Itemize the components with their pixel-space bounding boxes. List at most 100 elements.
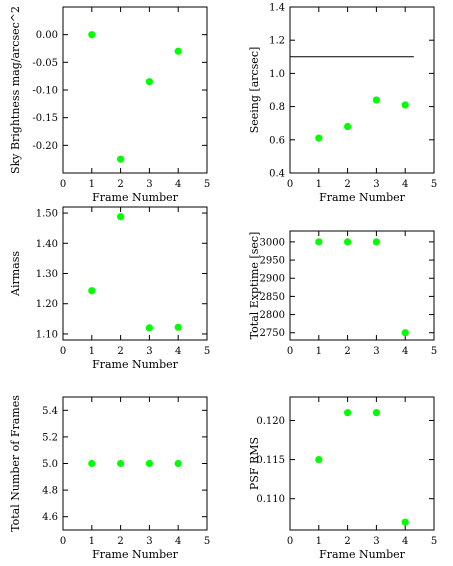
y-tick-label: 0.00 xyxy=(36,30,58,41)
y-tick-label: 5.4 xyxy=(42,406,58,417)
y-tick-label: 1.4 xyxy=(269,3,285,14)
data-point xyxy=(401,329,409,337)
y-tick-label: 2850 xyxy=(260,292,285,303)
x-tick-label: 3 xyxy=(146,179,152,190)
data-point xyxy=(174,47,182,55)
x-axis-label: Frame Number xyxy=(319,191,406,204)
x-tick-label: 5 xyxy=(431,179,437,190)
y-axis-label: Total Number of Frames xyxy=(9,395,22,532)
y-tick-label: 4.8 xyxy=(42,486,58,497)
plot-frame xyxy=(62,206,208,341)
data-point xyxy=(344,409,352,417)
data-point xyxy=(174,459,182,468)
x-tick-label: 1 xyxy=(316,179,322,190)
x-axis-label: Frame Number xyxy=(92,358,179,371)
plot-frame xyxy=(289,6,435,174)
x-tick-label: 3 xyxy=(373,179,379,190)
x-tick-label: 2 xyxy=(344,346,350,357)
data-point xyxy=(145,324,153,332)
x-tick-label: 0 xyxy=(287,536,293,547)
x-tick-label: 0 xyxy=(60,179,66,190)
y-tick-label: 1.30 xyxy=(36,269,58,280)
y-tick-label: -0.10 xyxy=(32,86,58,97)
y-axis-label: Seeing [arcsec] xyxy=(248,47,261,134)
y-tick-label: 1.50 xyxy=(36,209,58,220)
data-point xyxy=(88,287,96,295)
x-tick-label: 0 xyxy=(60,346,66,357)
y-tick-label: 1.10 xyxy=(36,329,58,340)
y-tick-label: 0.120 xyxy=(256,416,285,427)
y-tick-label: -0.15 xyxy=(32,113,58,124)
panel-5: 0 1 2 3 4 5 4.6 4.8 5.0 5.2 5.4 Frame Number Total N… xyxy=(9,395,210,561)
y-tick-label: 5.0 xyxy=(42,459,58,470)
plot-frame xyxy=(289,396,435,531)
y-tick-label: 4.6 xyxy=(42,512,58,523)
data-point xyxy=(88,459,96,468)
x-tick-label: 1 xyxy=(89,179,95,190)
x-tick-label: 1 xyxy=(316,346,322,357)
x-tick-label: 2 xyxy=(344,536,350,547)
y-tick-label: 1.2 xyxy=(269,36,285,47)
x-tick-label: 4 xyxy=(175,179,181,190)
data-point xyxy=(401,518,409,526)
x-tick-label: 4 xyxy=(402,536,408,547)
y-tick-label: -0.05 xyxy=(32,58,58,69)
x-tick-label: 5 xyxy=(204,179,210,190)
data-point xyxy=(117,213,125,221)
x-tick-label: 0 xyxy=(60,536,66,547)
data-point xyxy=(315,238,323,246)
data-point xyxy=(372,96,380,104)
x-tick-label: 4 xyxy=(402,179,408,190)
x-tick-label: 4 xyxy=(175,346,181,357)
y-tick-label: 1.0 xyxy=(269,69,285,80)
y-axis-label: Airmass xyxy=(9,251,22,297)
x-tick-label: 2 xyxy=(344,179,350,190)
data-point xyxy=(372,238,380,246)
x-tick-label: 5 xyxy=(204,536,210,547)
y-tick-label: 5.2 xyxy=(42,432,58,443)
y-tick-label: 2750 xyxy=(260,328,285,339)
data-point xyxy=(372,409,380,417)
x-tick-label: 3 xyxy=(373,536,379,547)
data-point xyxy=(174,323,182,331)
x-tick-label: 1 xyxy=(89,346,95,357)
x-axis-label: Frame Number xyxy=(319,548,406,561)
data-point xyxy=(145,78,153,86)
data-point xyxy=(344,122,352,131)
x-tick-label: 0 xyxy=(287,346,293,357)
y-tick-label: 0.8 xyxy=(269,102,285,113)
y-tick-label: 1.20 xyxy=(36,299,58,310)
y-tick-label: 2800 xyxy=(260,310,285,321)
data-point xyxy=(315,455,323,464)
x-tick-label: 2 xyxy=(117,536,123,547)
x-tick-label: 0 xyxy=(287,179,293,190)
x-tick-label: 5 xyxy=(431,346,437,357)
data-point xyxy=(344,238,352,246)
y-tick-label: 2950 xyxy=(260,256,285,267)
panel-1: 0 1 2 3 4 5 -0.20 -0.15 -0.10 -0.05 0.00 Frame Numb… xyxy=(9,6,210,204)
x-axis-label: Frame Number xyxy=(92,548,179,561)
y-axis-label: Total Exptime [sec] xyxy=(248,232,261,340)
x-tick-label: 5 xyxy=(431,536,437,547)
y-tick-label: 0.6 xyxy=(269,135,285,146)
x-tick-label: 2 xyxy=(117,346,123,357)
data-point xyxy=(401,101,409,109)
x-tick-label: 1 xyxy=(89,536,95,547)
data-point xyxy=(88,31,96,39)
y-tick-label: -0.20 xyxy=(32,141,58,152)
y-tick-label: 0.115 xyxy=(256,455,285,466)
panel-3: 0 1 2 3 4 5 1.10 1.20 1.30 1.40 1.50 Frame Number Ai… xyxy=(9,206,210,371)
x-tick-label: 2 xyxy=(117,179,123,190)
panel-2: 0 1 2 3 4 5 0.4 0.6 0.8 1.0 1.2 1.4 Frame Number Seei… xyxy=(248,3,437,205)
x-tick-label: 5 xyxy=(204,346,210,357)
y-tick-label: 0.4 xyxy=(269,169,285,180)
data-point xyxy=(117,155,125,163)
plot-frame xyxy=(62,6,208,174)
x-tick-label: 4 xyxy=(175,536,181,547)
x-axis-label: Frame Number xyxy=(92,191,179,204)
plot-frame xyxy=(289,230,435,341)
x-tick-label: 3 xyxy=(146,346,152,357)
plot-frame xyxy=(62,396,208,531)
